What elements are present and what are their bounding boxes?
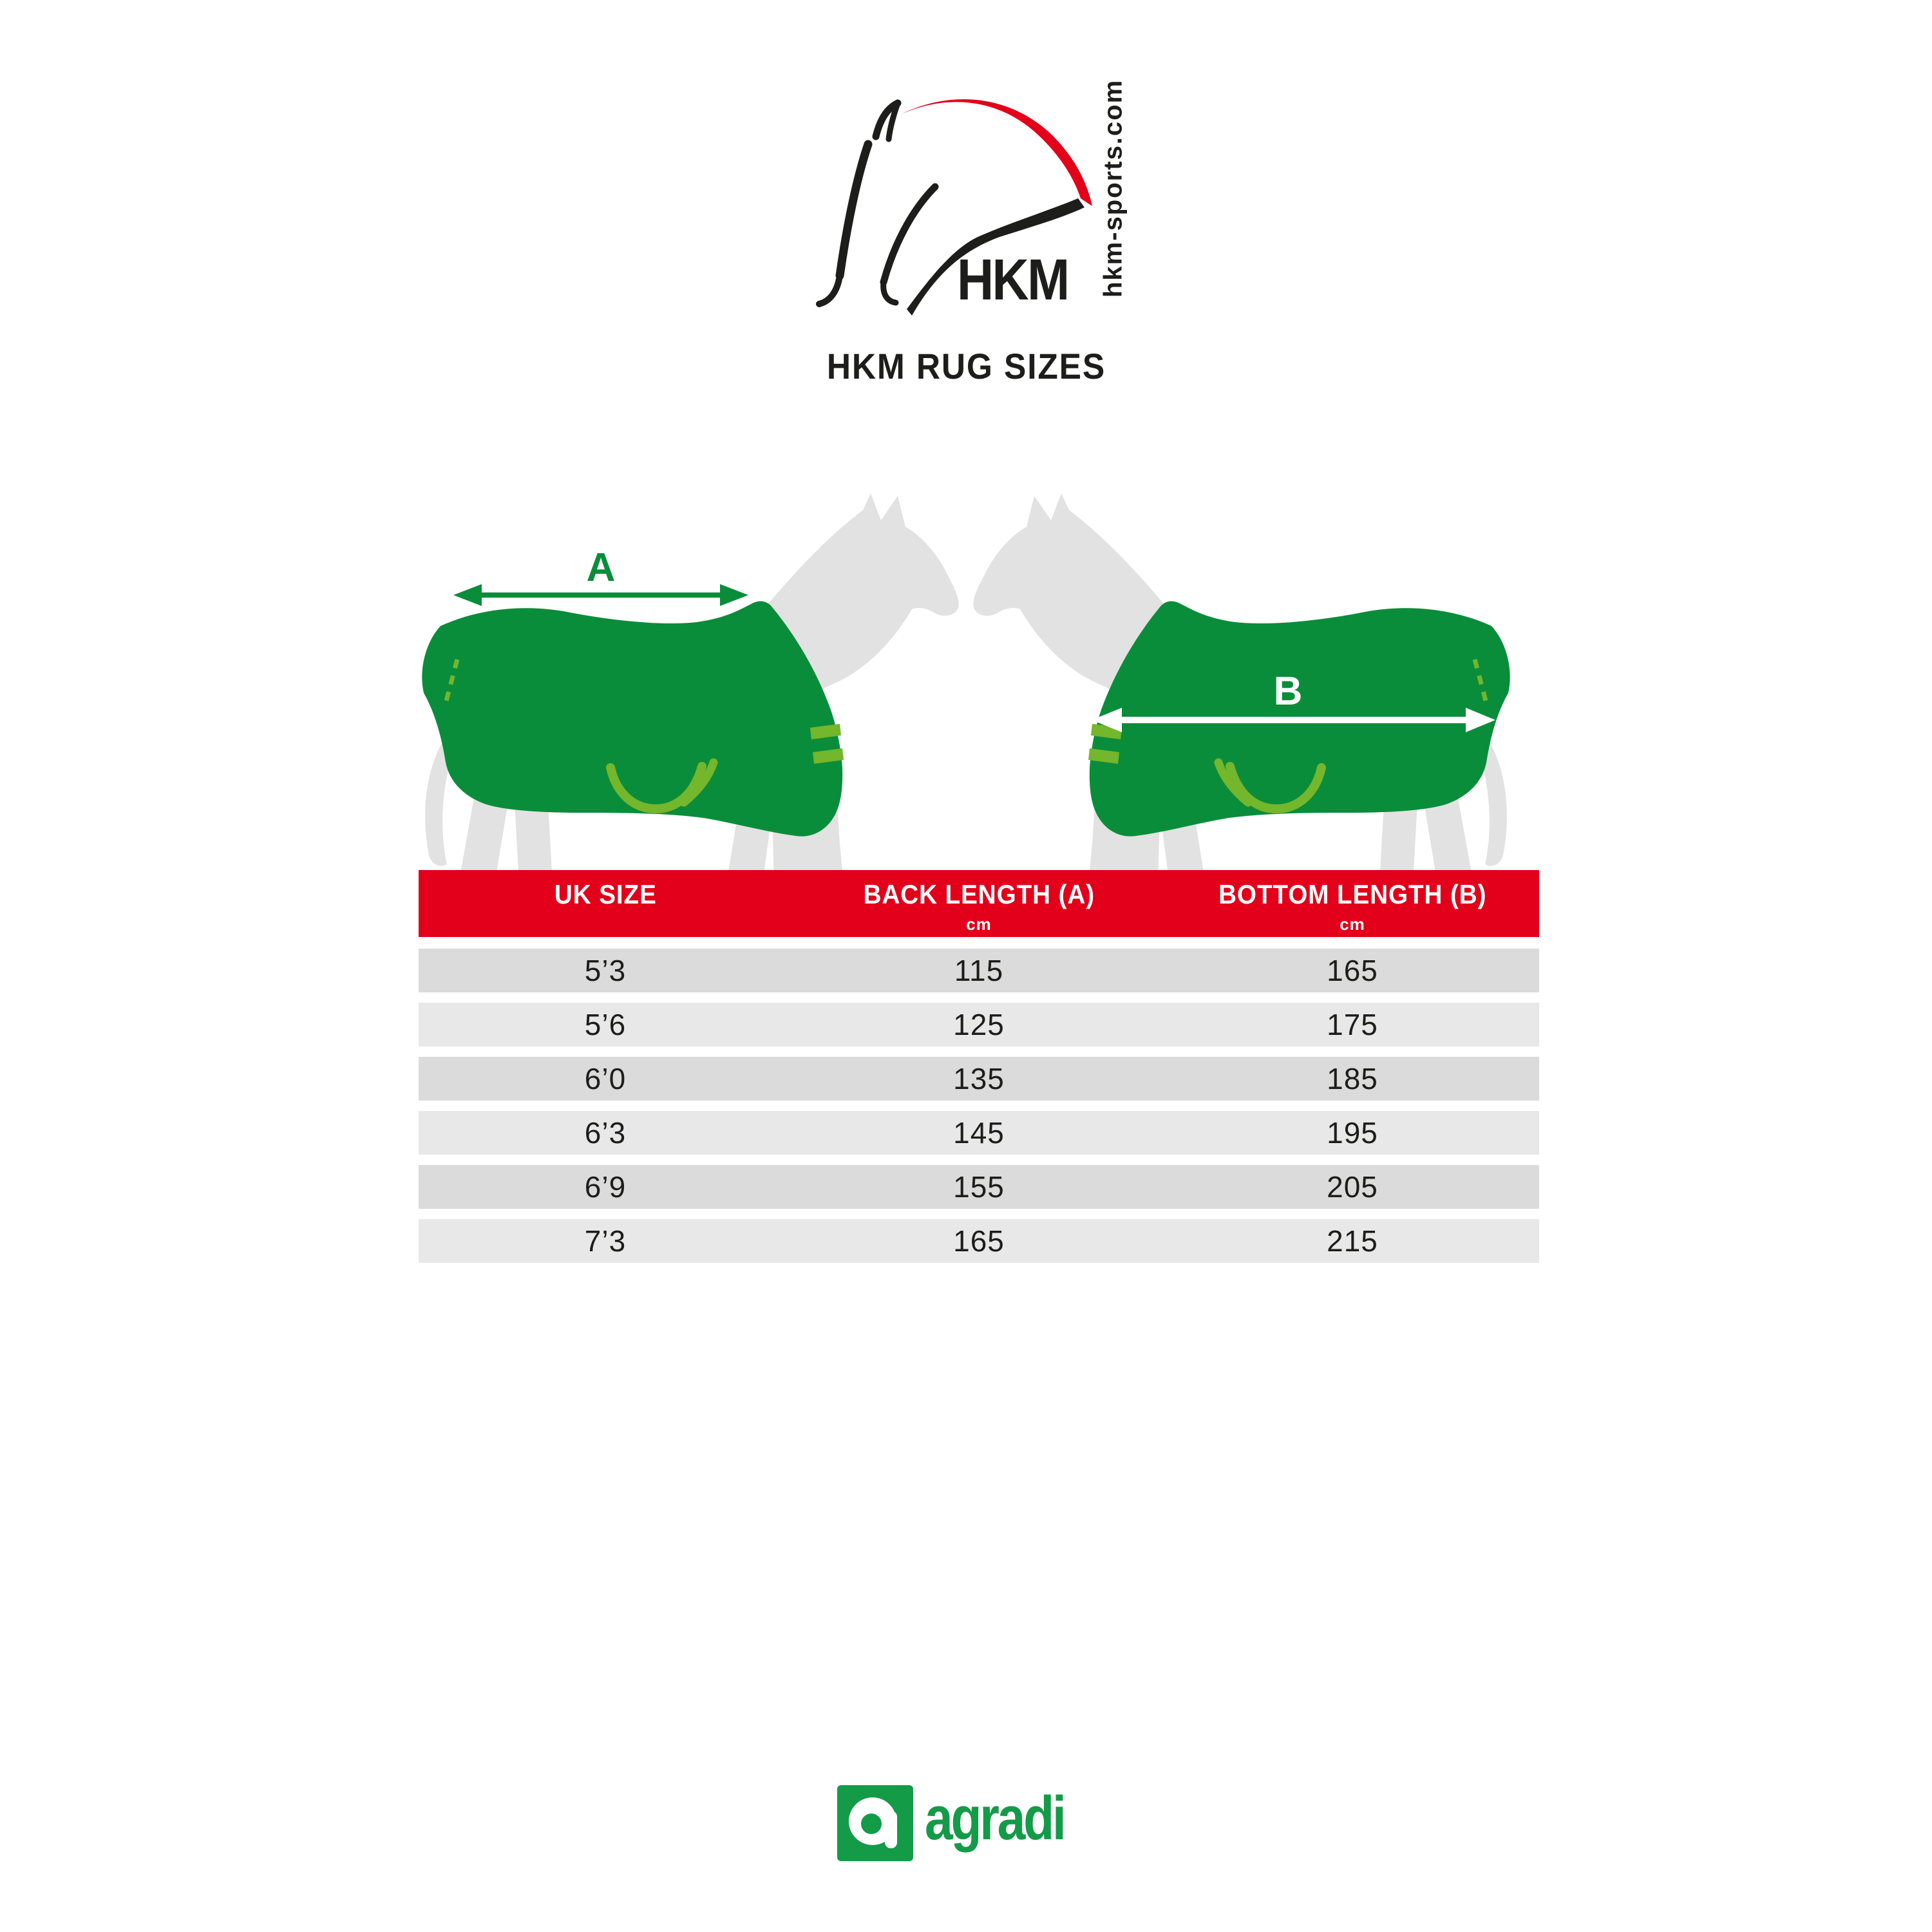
size-cell: 6’0 <box>584 1062 627 1095</box>
size-row: 5’3 115 165 <box>419 949 1539 992</box>
size-cell: 205 <box>1327 1170 1378 1204</box>
horse-silhouette-right <box>973 493 1510 884</box>
agradi-icon <box>837 1785 913 1861</box>
size-row: 6’3 145 195 <box>419 1111 1539 1155</box>
size-cell: 165 <box>953 1224 1005 1258</box>
measure-arrow-a: A <box>453 545 748 606</box>
hkm-website-text: hkm-sports.com <box>1099 79 1128 298</box>
column-header: UK SIZE <box>419 870 792 937</box>
size-cell: 115 <box>954 954 1004 987</box>
size-table-header: UK SIZE BACK LENGTH (A) cm BOTTOM LENGTH (B… <box>419 870 1539 937</box>
size-table: 5’3 115 165 5’6 125 175 6’0 135 185 6’3 145 195 6’9 1… <box>419 949 1539 1273</box>
size-row: 5’6 125 175 <box>419 1003 1539 1046</box>
jaw-curl-stroke <box>880 279 899 306</box>
column-header-label: UK SIZE <box>554 879 657 909</box>
size-cell: 6’3 <box>584 1116 627 1150</box>
page-title-text: HKM RUG SIZES <box>826 346 1106 386</box>
size-cell: 175 <box>1327 1008 1378 1041</box>
agradi-logo: agradi <box>0 1785 1932 1861</box>
size-cell: 155 <box>953 1170 1005 1204</box>
size-cell: 145 <box>953 1116 1005 1150</box>
column-header: BACK LENGTH (A) cm <box>792 870 1166 937</box>
size-cell: 5’6 <box>584 1008 627 1041</box>
arrow-b-label: B <box>1274 669 1303 714</box>
size-cell: 7’3 <box>584 1224 627 1258</box>
muzzle-stroke <box>816 272 843 307</box>
size-cell: 165 <box>1327 954 1378 987</box>
size-row: 6’0 135 185 <box>419 1057 1539 1101</box>
measure-arrow-b: B <box>1092 669 1495 732</box>
face-stroke <box>835 140 873 280</box>
column-header-label: BACK LENGTH (A) <box>863 879 1095 909</box>
arrow-a-label: A <box>587 545 616 590</box>
size-cell: 215 <box>1327 1224 1378 1258</box>
jaw-stroke <box>880 183 939 286</box>
size-cell: 125 <box>953 1008 1005 1041</box>
size-cell: 185 <box>1327 1062 1378 1095</box>
hkm-horse-head-icon <box>816 99 1092 316</box>
arrow-left-head <box>453 584 482 606</box>
neck-sweep-stroke <box>907 198 1084 316</box>
size-row: 6’9 155 205 <box>419 1165 1539 1209</box>
arrow-right-head <box>1466 708 1495 732</box>
column-header-unit: cm <box>1340 914 1365 934</box>
arrow-right-head <box>720 584 748 606</box>
horse-head-line-art <box>816 99 939 307</box>
size-cell: 6’9 <box>584 1170 627 1204</box>
hkm-logo-wordmark: HKM <box>957 248 1070 312</box>
size-cell: 195 <box>1327 1116 1378 1150</box>
page-title: HKM RUG SIZES <box>0 345 1932 387</box>
arrow-left-head <box>1092 708 1122 732</box>
size-cell: 5’3 <box>584 954 627 987</box>
column-header-label: BOTTOM LENGTH (B) <box>1218 879 1487 909</box>
size-row: 7’3 165 215 <box>419 1219 1539 1263</box>
size-cell: 135 <box>953 1062 1005 1095</box>
column-header-unit: cm <box>966 914 992 934</box>
rug-measurement-diagram: A B <box>386 438 1546 940</box>
horse-silhouette-left <box>422 493 958 884</box>
agradi-wordmark: agradi <box>924 1784 1066 1853</box>
column-header: BOTTOM LENGTH (B) cm <box>1166 870 1539 937</box>
ear-stroke-inner <box>886 100 901 142</box>
